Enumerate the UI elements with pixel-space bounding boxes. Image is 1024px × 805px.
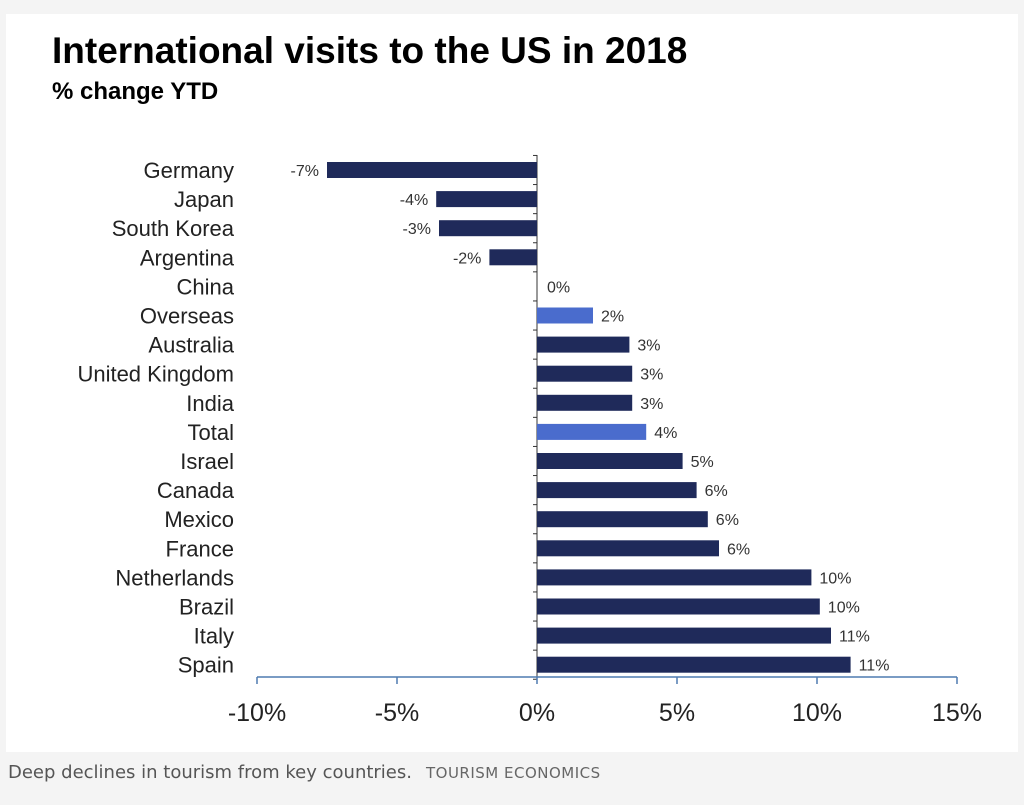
category-label-germany: Germany [144,158,234,183]
data-label-south-korea: -3% [403,221,431,238]
data-label-india: 3% [640,396,663,413]
data-label-china: 0% [547,279,570,296]
category-label-argentina: Argentina [140,245,235,270]
category-label-mexico: Mexico [164,507,234,532]
x-tick-label: 5% [659,699,695,727]
x-tick-label: -10% [228,699,286,727]
data-label-germany: -7% [291,163,319,180]
data-label-netherlands: 10% [819,570,851,587]
data-label-japan: -4% [400,192,428,209]
category-label-japan: Japan [174,187,234,212]
bar-argentina [489,249,537,266]
bar-south-korea [439,220,537,237]
bar-netherlands [537,569,812,586]
category-label-spain: Spain [178,653,234,678]
bar-japan [436,191,537,208]
bar-united-kingdom [537,365,633,382]
data-label-united-kingdom: 3% [640,367,663,384]
chart-title: International visits to the US in 2018 [52,30,688,71]
x-tick-label: -5% [375,699,419,727]
data-label-israel: 5% [691,454,714,471]
category-label-france: France [166,536,234,561]
data-label-total: 4% [654,425,677,442]
category-label-australia: Australia [148,333,234,358]
data-label-australia: 3% [637,338,660,355]
bar-overseas [537,307,593,324]
bar-brazil [537,598,820,615]
x-tick-label: 15% [932,699,982,727]
bar-total [537,423,647,440]
data-label-spain: 11% [859,658,890,675]
bar-canada [537,482,697,499]
bar-italy [537,627,831,644]
bar-israel [537,453,683,469]
category-label-total: Total [188,420,234,445]
bar-germany [327,162,537,178]
bar-australia [537,336,630,353]
bar-mexico [537,511,708,528]
data-label-canada: 6% [705,483,728,500]
x-tick-label: 10% [792,699,842,727]
category-label-united-kingdom: United Kingdom [77,362,234,387]
caption: Deep declines in tourism from key countr… [8,762,601,783]
data-label-brazil: 10% [828,600,860,617]
data-label-italy: 11% [839,629,870,646]
bar-india [537,394,633,411]
data-label-overseas: 2% [601,309,624,326]
bar-spain [537,656,851,673]
caption-credit: TOURISM ECONOMICS [425,764,601,782]
category-label-china: China [177,274,235,299]
category-label-brazil: Brazil [179,595,234,620]
bar-france [537,540,719,557]
bar-chart: Germany -7% Japan -4% South Korea -3% Argentin… [77,154,982,727]
category-label-netherlands: Netherlands [115,565,234,590]
caption-text: Deep declines in tourism from key countr… [8,762,412,783]
category-label-canada: Canada [157,478,235,503]
category-label-italy: Italy [194,624,234,649]
data-label-mexico: 6% [716,512,739,529]
category-label-israel: Israel [180,449,234,474]
chart-subtitle: % change YTD [52,78,219,105]
chart-card [6,14,1018,752]
category-label-india: India [186,391,234,416]
data-label-france: 6% [727,541,750,558]
x-tick-label: 0% [519,699,555,727]
category-label-south-korea: South Korea [112,216,235,241]
category-label-overseas: Overseas [140,304,234,329]
data-label-argentina: -2% [453,250,481,267]
